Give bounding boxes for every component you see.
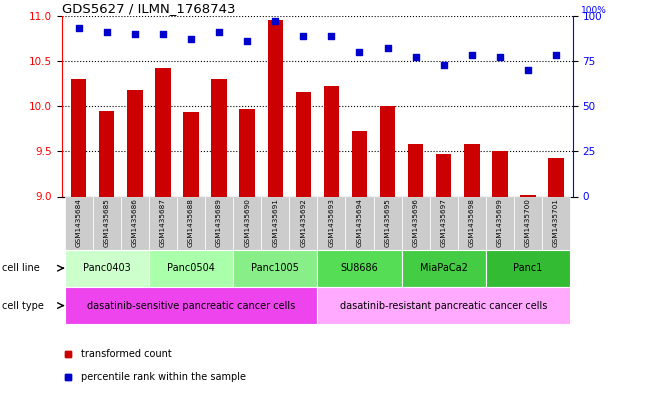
Bar	[374, 196, 402, 250]
Text: GSM1435689: GSM1435689	[216, 198, 222, 247]
Bar	[317, 250, 402, 287]
Text: GSM1435692: GSM1435692	[300, 198, 307, 247]
Bar	[64, 196, 92, 250]
Point	[242, 38, 253, 44]
Text: GSM1435688: GSM1435688	[188, 198, 194, 247]
Text: GSM1435691: GSM1435691	[272, 198, 278, 247]
Bar	[240, 109, 255, 196]
Bar	[458, 196, 486, 250]
Point	[410, 54, 421, 61]
Text: dasatinib-resistant pancreatic cancer cells: dasatinib-resistant pancreatic cancer ce…	[340, 301, 547, 310]
Text: transformed count: transformed count	[81, 349, 172, 359]
Point	[130, 31, 140, 37]
Bar	[233, 196, 261, 250]
Point	[382, 45, 393, 51]
Bar	[296, 92, 311, 196]
Text: cell type: cell type	[2, 301, 44, 310]
Bar	[402, 250, 486, 287]
Point	[354, 49, 365, 55]
Bar	[268, 20, 283, 196]
Text: GSM1435696: GSM1435696	[413, 198, 419, 247]
Bar	[92, 196, 121, 250]
Bar	[520, 195, 536, 196]
Bar	[177, 196, 205, 250]
Text: GSM1435697: GSM1435697	[441, 198, 447, 247]
Text: GSM1435695: GSM1435695	[385, 198, 391, 247]
Bar	[261, 196, 289, 250]
Text: GDS5627 / ILMN_1768743: GDS5627 / ILMN_1768743	[62, 2, 236, 15]
Bar	[99, 111, 115, 196]
Bar	[233, 250, 317, 287]
Point	[270, 18, 281, 24]
Text: MiaPaCa2: MiaPaCa2	[420, 263, 467, 273]
Text: GSM1435685: GSM1435685	[104, 198, 110, 247]
Bar	[402, 196, 430, 250]
Bar	[514, 196, 542, 250]
Text: GSM1435694: GSM1435694	[357, 198, 363, 247]
Bar	[464, 144, 480, 196]
Bar	[492, 151, 508, 196]
Bar	[346, 196, 374, 250]
Bar	[380, 106, 395, 196]
Point	[523, 67, 533, 73]
Text: GSM1435701: GSM1435701	[553, 198, 559, 247]
Bar	[184, 112, 199, 196]
Text: Panc0504: Panc0504	[167, 263, 215, 273]
Text: GSM1435687: GSM1435687	[160, 198, 166, 247]
Point	[439, 61, 449, 68]
Bar	[127, 90, 143, 196]
Bar	[317, 287, 570, 324]
Text: Panc1005: Panc1005	[251, 263, 299, 273]
Bar	[121, 196, 149, 250]
Bar	[149, 250, 233, 287]
Bar	[430, 196, 458, 250]
Text: GSM1435690: GSM1435690	[244, 198, 250, 247]
Point	[467, 52, 477, 59]
Text: 100%: 100%	[581, 6, 607, 15]
Point	[326, 33, 337, 39]
Point	[214, 29, 225, 35]
Point	[551, 52, 561, 59]
Point	[102, 29, 112, 35]
Text: GSM1435698: GSM1435698	[469, 198, 475, 247]
Bar	[486, 250, 570, 287]
Bar	[64, 250, 149, 287]
Text: dasatinib-sensitive pancreatic cancer cells: dasatinib-sensitive pancreatic cancer ce…	[87, 301, 295, 310]
Bar	[289, 196, 317, 250]
Bar	[324, 86, 339, 196]
Bar	[317, 196, 346, 250]
Bar	[408, 144, 423, 196]
Bar	[436, 154, 451, 196]
Bar	[486, 196, 514, 250]
Text: SU8686: SU8686	[340, 263, 378, 273]
Bar	[149, 196, 177, 250]
Text: cell line: cell line	[2, 263, 40, 273]
Text: Panc0403: Panc0403	[83, 263, 131, 273]
Point	[298, 33, 309, 39]
Bar	[64, 287, 317, 324]
Text: GSM1435684: GSM1435684	[76, 198, 81, 247]
Bar	[155, 68, 171, 196]
Bar	[352, 131, 367, 196]
Bar	[542, 196, 570, 250]
Point	[186, 36, 196, 42]
Bar	[548, 158, 564, 196]
Point	[74, 25, 84, 31]
Bar	[71, 79, 87, 196]
Text: GSM1435700: GSM1435700	[525, 198, 531, 247]
Text: percentile rank within the sample: percentile rank within the sample	[81, 372, 246, 382]
Text: GSM1435699: GSM1435699	[497, 198, 503, 247]
Point	[158, 31, 168, 37]
Bar	[212, 79, 227, 196]
Text: Panc1: Panc1	[513, 263, 543, 273]
Text: GSM1435693: GSM1435693	[328, 198, 335, 247]
Point	[495, 54, 505, 61]
Bar	[205, 196, 233, 250]
Text: GSM1435686: GSM1435686	[132, 198, 138, 247]
